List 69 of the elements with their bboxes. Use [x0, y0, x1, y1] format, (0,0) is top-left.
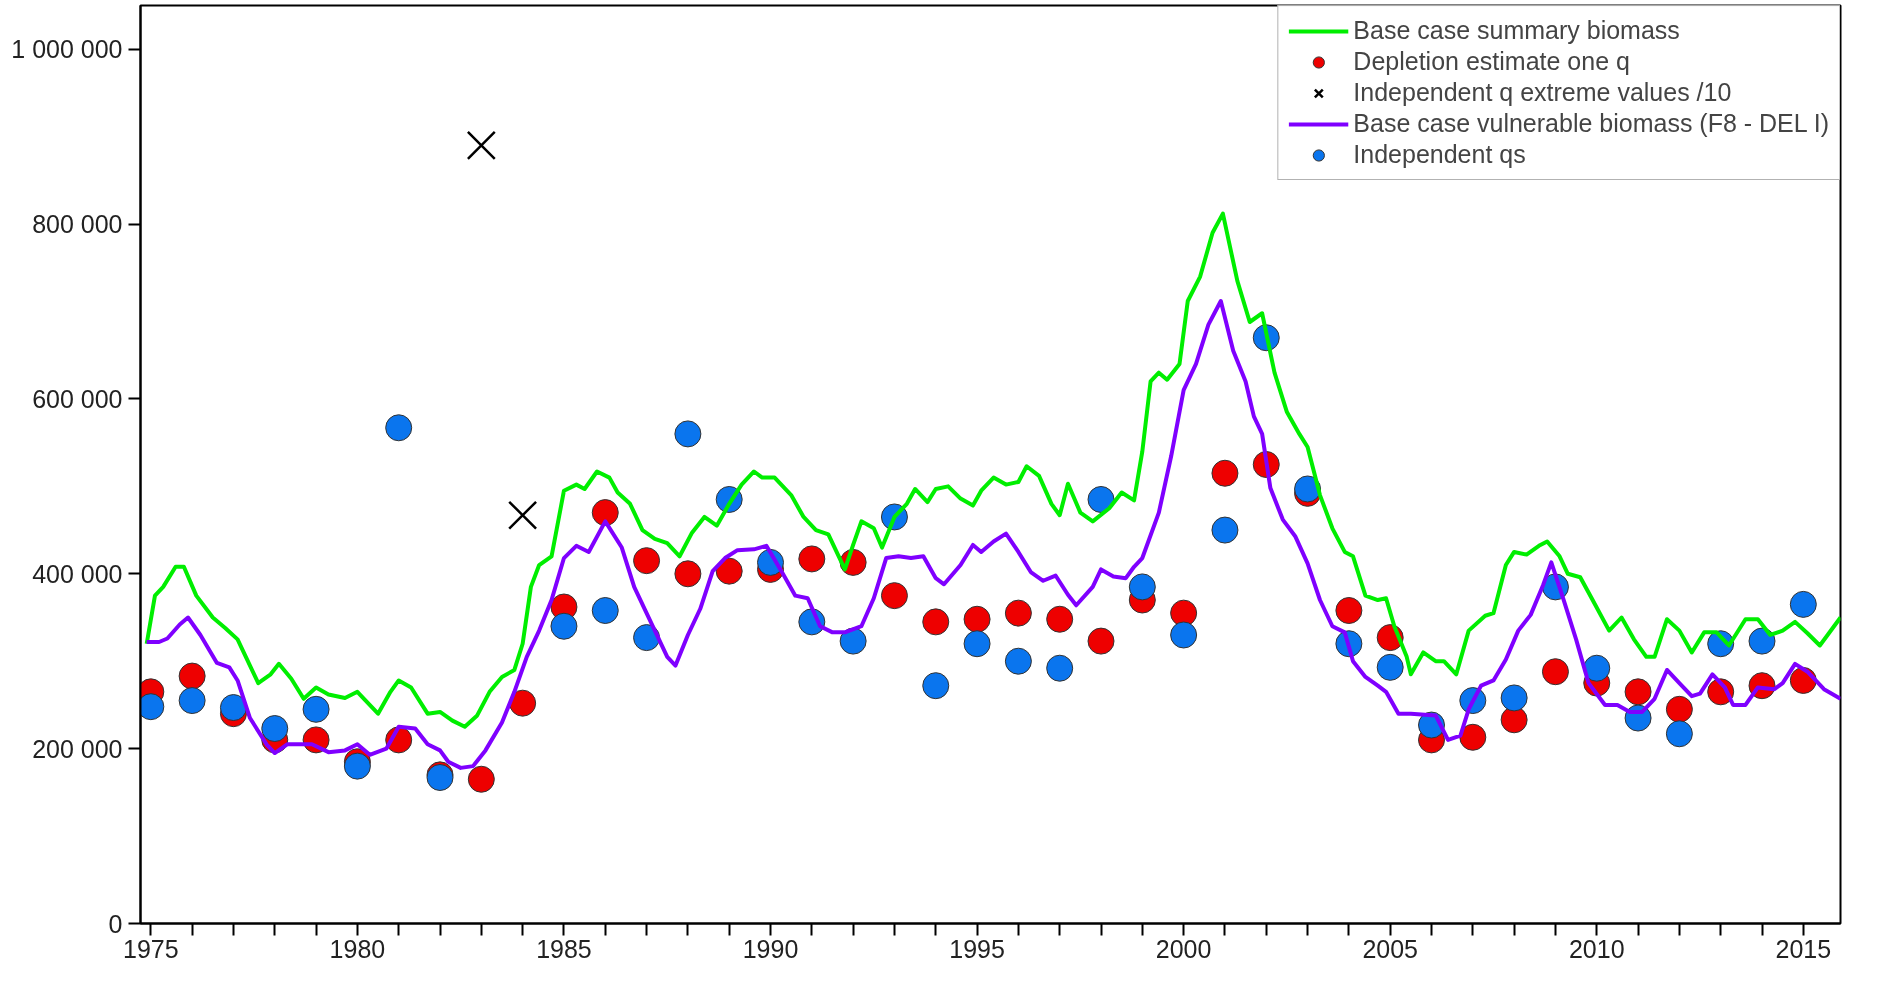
- point: [1170, 599, 1198, 627]
- x-tick-label: 1990: [742, 934, 799, 963]
- x-tick-label: 2015: [1775, 934, 1832, 963]
- y-tick-label: 0: [108, 909, 123, 938]
- y-tick-label: 800 000: [32, 210, 123, 239]
- line-series: [144, 211, 1841, 729]
- point: [674, 420, 702, 448]
- point: [922, 608, 950, 636]
- point: [385, 414, 413, 442]
- point: [1335, 597, 1363, 624]
- y-tick-label: 600 000: [32, 384, 123, 413]
- point: [509, 689, 537, 717]
- y-tick-label: 400 000: [32, 559, 123, 588]
- point: [1004, 647, 1032, 675]
- legend-label: Independent q extreme values /10: [1353, 78, 1732, 107]
- point: [507, 500, 538, 530]
- point: [1211, 516, 1239, 544]
- point: [1748, 627, 1776, 655]
- point: [1541, 658, 1569, 686]
- legend-label: Base case vulnerable biomass (F8 - DEL I): [1353, 109, 1829, 138]
- point: [963, 605, 991, 633]
- point: [674, 560, 702, 588]
- point: [1046, 605, 1074, 633]
- point: [1665, 720, 1693, 748]
- point: [1087, 486, 1115, 513]
- x-tick-label: 2010: [1568, 934, 1625, 963]
- y-tick-label: 1 000 000: [11, 35, 123, 64]
- legend-label: Independent qs: [1353, 140, 1526, 169]
- point: [1087, 627, 1115, 655]
- x-tick-label: 1980: [329, 934, 386, 963]
- x-tick-label: 1985: [536, 934, 592, 963]
- point: [178, 687, 206, 715]
- point: [1128, 573, 1156, 601]
- point: [1459, 723, 1487, 751]
- point: [880, 582, 908, 610]
- point: [261, 715, 289, 743]
- point: [1583, 654, 1611, 682]
- point: [963, 630, 991, 658]
- x-tick-label: 2000: [1155, 934, 1212, 963]
- point: [219, 694, 247, 722]
- point: [1500, 684, 1528, 712]
- point: [1624, 678, 1652, 706]
- point: [1665, 695, 1693, 723]
- point: [1170, 621, 1198, 649]
- legend-label: Depletion estimate one q: [1353, 47, 1630, 76]
- line-series: [144, 299, 1841, 770]
- point: [466, 130, 497, 161]
- x-tick-label: 1995: [949, 934, 1005, 963]
- point: [178, 662, 206, 690]
- point: [1500, 706, 1528, 734]
- legend-label: Base case summary biomass: [1353, 16, 1680, 45]
- point: [839, 627, 867, 655]
- point: [1376, 653, 1404, 681]
- y-tick-label: 200 000: [32, 734, 123, 763]
- x-tick-label: 2005: [1362, 934, 1419, 963]
- point: [467, 765, 495, 793]
- point: [715, 557, 743, 585]
- point: [1211, 459, 1239, 487]
- point: [302, 695, 330, 723]
- point: [1004, 599, 1032, 627]
- point: [922, 672, 950, 700]
- point: [591, 597, 619, 624]
- point: [550, 612, 578, 640]
- point: [633, 547, 661, 575]
- point: [591, 499, 619, 527]
- point: [798, 545, 826, 573]
- x-tick-label: 1975: [123, 934, 179, 963]
- point: [1046, 654, 1074, 682]
- point: [1789, 590, 1817, 618]
